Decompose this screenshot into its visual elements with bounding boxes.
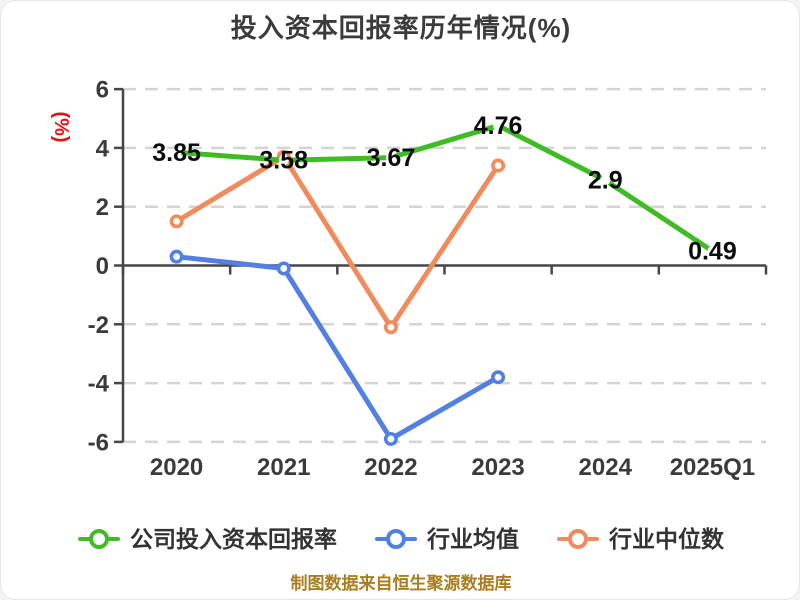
y-tick-label--6: -6 xyxy=(88,429,109,456)
y-tick-label-6: 6 xyxy=(96,77,109,104)
industry-avg-point-2021 xyxy=(276,261,291,276)
industry-median-legend-marker-icon xyxy=(557,529,599,549)
company-roic-legend-label: 公司投入资本回报率 xyxy=(130,526,337,552)
x-label-2020: 2020 xyxy=(150,454,203,481)
industry-avg-point-2023 xyxy=(491,370,506,385)
industry-median-point-2023 xyxy=(491,158,506,173)
y-tick-label-4: 4 xyxy=(96,135,110,162)
industry-avg-line xyxy=(174,254,501,442)
y-axis-unit-label: (%) xyxy=(50,111,72,143)
company-roic-legend-marker-icon xyxy=(78,529,120,549)
company-roic-value-label-2021: 3.58 xyxy=(259,147,308,175)
legend-item-company-roic[interactable]: 公司投入资本回报率 xyxy=(78,525,337,553)
company-roic-value-label-2020: 3.85 xyxy=(152,139,201,167)
company-roic-value-label-2025Q1: 0.49 xyxy=(688,238,737,266)
y-tick-label-0: 0 xyxy=(96,253,109,280)
industry-median-point-2022 xyxy=(383,320,398,335)
company-roic-point-2025Q1 xyxy=(707,246,718,257)
industry-avg-point-2022 xyxy=(383,431,398,446)
chart-title: 投入资本回报率历年情况(%) xyxy=(230,13,572,43)
y-tick-label--2: -2 xyxy=(88,312,109,339)
legend: 公司投入资本回报率 行业均值 行业中位数 xyxy=(1,523,799,555)
x-label-2021: 2021 xyxy=(257,454,310,481)
legend-item-industry-avg[interactable]: 行业均值 xyxy=(375,525,519,553)
company-roic-point-2024 xyxy=(600,175,611,186)
data-source-note: 制图数据来自恒生聚源数据库 xyxy=(290,574,512,593)
industry-avg-legend-label: 行业均值 xyxy=(427,526,519,552)
x-label-2024: 2024 xyxy=(579,454,633,481)
industry-median-legend-circle xyxy=(568,529,588,549)
x-label-2023: 2023 xyxy=(471,454,524,481)
industry-median-legend-label: 行业中位数 xyxy=(609,526,724,552)
y-tick-label--4: -4 xyxy=(88,371,110,398)
company-roic-point-2021 xyxy=(278,155,289,166)
company-roic-point-2020 xyxy=(171,147,182,158)
company-roic-line xyxy=(174,123,715,254)
company-roic-point-2022 xyxy=(385,152,396,163)
industry-median-line xyxy=(174,154,501,330)
industry-avg-legend-circle xyxy=(386,529,406,549)
company-roic-point-2023 xyxy=(493,120,504,131)
company-roic-value-label-2024: 2.9 xyxy=(588,167,623,195)
industry-median-point-2020 xyxy=(169,214,184,229)
legend-item-industry-median[interactable]: 行业中位数 xyxy=(557,525,724,553)
y-tick-label-2: 2 xyxy=(96,194,109,221)
x-label-2025Q1: 2025Q1 xyxy=(670,454,755,481)
industry-avg-legend-marker-icon xyxy=(375,529,417,549)
x-label-2022: 2022 xyxy=(364,454,417,481)
company-roic-value-label-2022: 3.67 xyxy=(367,144,416,172)
company-roic-legend-circle xyxy=(89,529,109,549)
company-roic-value-label-2023: 4.76 xyxy=(474,112,523,140)
industry-avg-point-2020 xyxy=(169,249,184,264)
